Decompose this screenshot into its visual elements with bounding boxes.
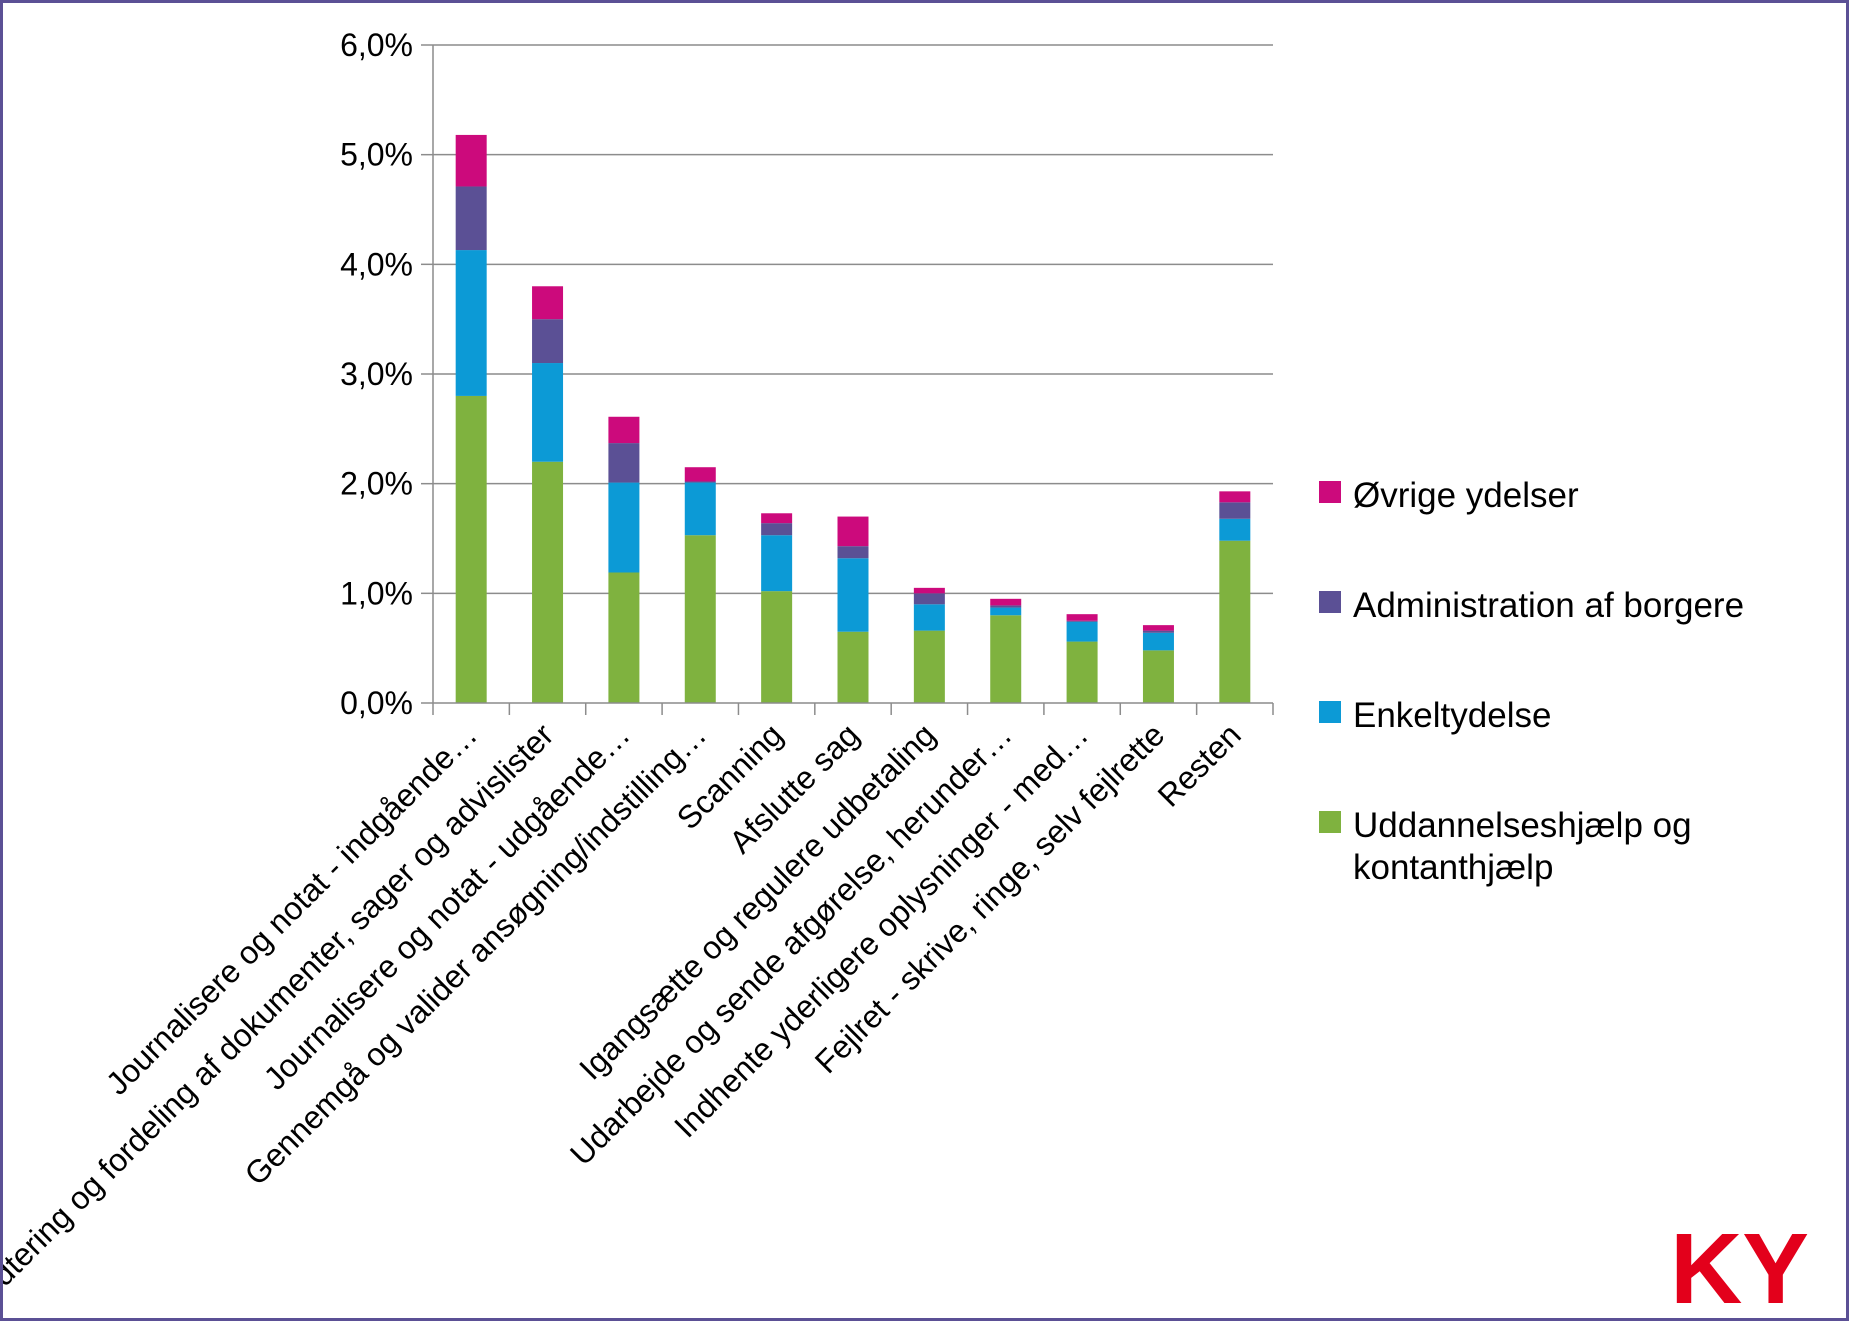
legend-swatch <box>1319 591 1341 613</box>
bar-segment <box>1066 641 1098 703</box>
y-tick-label: 3,0% <box>340 356 413 392</box>
bar-segment <box>990 605 1022 608</box>
bar-segment <box>1219 491 1251 503</box>
bar-segment <box>1066 621 1098 642</box>
bar-segment <box>913 630 945 703</box>
y-tick-label: 5,0% <box>340 137 413 173</box>
bar-segment <box>761 523 793 536</box>
legend-label: Enkeltydelse <box>1353 696 1551 735</box>
bars <box>455 134 1251 703</box>
legend-swatch <box>1319 481 1341 503</box>
bar-segment <box>1219 518 1251 541</box>
bar-segment <box>532 363 564 462</box>
bar-segment <box>990 598 1022 606</box>
y-tick-label: 2,0% <box>340 466 413 502</box>
bar-segment <box>913 604 945 631</box>
bar-segment <box>761 513 793 524</box>
y-tick-label: 1,0% <box>340 575 413 611</box>
bar-segment <box>455 134 487 187</box>
gridlines <box>433 44 1273 595</box>
bar-segment <box>837 516 869 547</box>
legend-swatch <box>1319 811 1341 833</box>
bar-segment <box>837 631 869 703</box>
bar-segment <box>684 481 716 483</box>
bar-segment <box>1142 650 1174 703</box>
bar-segment <box>455 186 487 251</box>
y-tick-label: 4,0% <box>340 246 413 282</box>
bar-segment <box>1219 540 1251 703</box>
bar-segment <box>1219 502 1251 519</box>
bar-segment <box>913 593 945 605</box>
legend-label: Administration af borgere <box>1353 586 1744 625</box>
y-tick-label: 0,0% <box>340 685 413 721</box>
bar-segment <box>608 443 640 483</box>
bar-segment <box>1142 625 1174 631</box>
stacked-bar-chart: 0,0% 1,0% 2,0% 3,0% 4,0% 5,0% 6,0% Journaliser… <box>3 27 1809 1318</box>
bar-segment <box>608 572 640 703</box>
bar-segment <box>1142 630 1174 633</box>
x-category-label: Håndtering og fordeling af dokumenter, s… <box>3 716 561 1318</box>
bar-segment <box>990 615 1022 703</box>
bar-segment <box>608 416 640 444</box>
bar-segment <box>1142 632 1174 651</box>
x-category-label: Resten <box>1151 716 1248 813</box>
bar-segment <box>761 591 793 703</box>
y-axis: 0,0% 1,0% 2,0% 3,0% 4,0% 5,0% 6,0% <box>340 27 434 721</box>
legend-swatch <box>1319 701 1341 723</box>
bar-segment <box>684 482 716 536</box>
bar-segment <box>837 546 869 559</box>
bar-segment <box>1066 620 1098 622</box>
bar-segment <box>532 461 564 703</box>
bar-segment <box>455 250 487 396</box>
ky-logo: KY <box>1670 1213 1809 1318</box>
legend-label: Uddannelseshjælp og kontanthjælp <box>1353 806 1692 887</box>
legend: Øvrige ydelser Administration af borgere E… <box>1319 476 1744 887</box>
bar-segment <box>684 535 716 703</box>
bar-segment <box>455 395 487 703</box>
bar-segment <box>532 286 564 320</box>
bar-segment <box>913 587 945 594</box>
y-tick-label: 6,0% <box>340 27 413 63</box>
bar-segment <box>532 319 564 364</box>
bar-segment <box>684 467 716 482</box>
bar-segment <box>608 482 640 573</box>
legend-label: Øvrige ydelser <box>1353 476 1579 515</box>
bar-segment <box>837 558 869 632</box>
bar-segment <box>761 535 793 592</box>
bar-segment <box>1066 614 1098 621</box>
bar-segment <box>990 607 1022 616</box>
x-axis: Journalisere og notat - indgående…Håndte… <box>3 702 1274 1318</box>
